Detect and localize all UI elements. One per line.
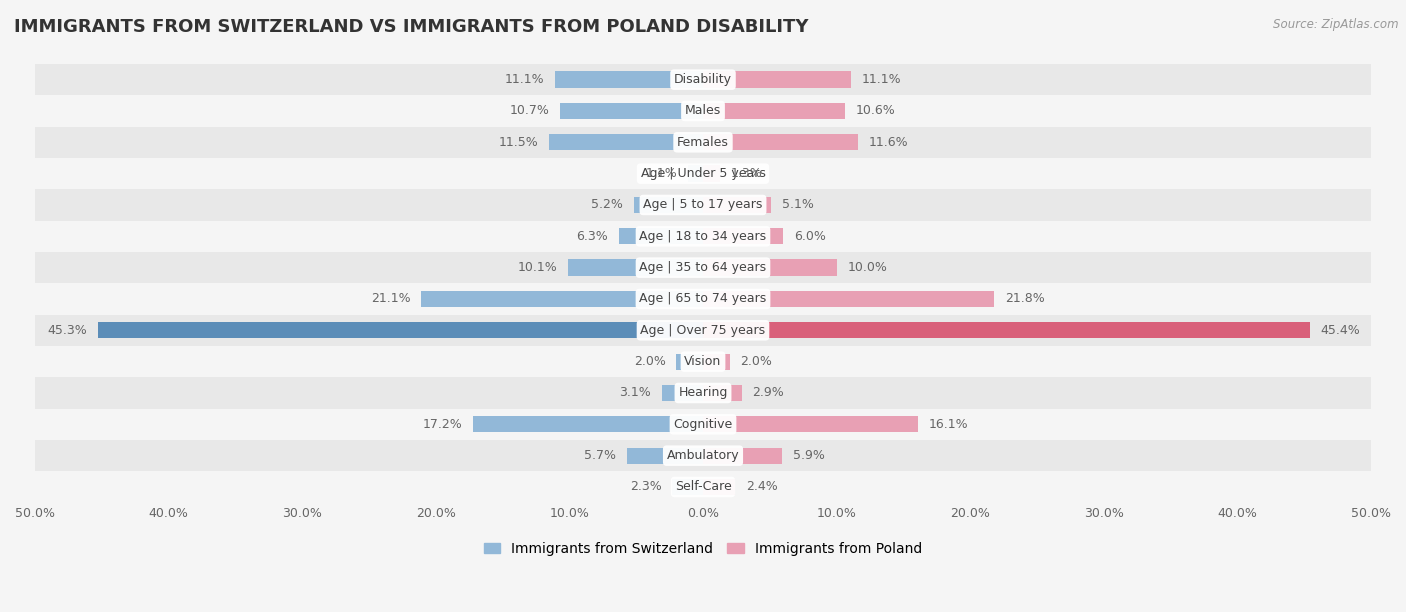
Bar (35, 346, 1371, 378)
Bar (703, 291, 994, 307)
Bar (560, 103, 703, 119)
Legend: Immigrants from Switzerland, Immigrants from Poland: Immigrants from Switzerland, Immigrants … (478, 536, 928, 562)
Text: 5.2%: 5.2% (591, 198, 623, 212)
Bar (35, 252, 1371, 283)
Bar (703, 385, 742, 401)
Text: Ambulatory: Ambulatory (666, 449, 740, 462)
Text: 1.1%: 1.1% (645, 167, 678, 180)
Bar (98, 322, 703, 338)
Text: 11.1%: 11.1% (862, 73, 901, 86)
Bar (35, 315, 1371, 346)
Text: 10.0%: 10.0% (848, 261, 887, 274)
Bar (35, 158, 1371, 189)
Text: 5.9%: 5.9% (793, 449, 824, 462)
Bar (35, 440, 1371, 471)
Bar (555, 72, 703, 88)
Text: 6.0%: 6.0% (794, 230, 825, 243)
Text: 2.4%: 2.4% (745, 480, 778, 493)
Text: 6.3%: 6.3% (576, 230, 609, 243)
Bar (35, 64, 1371, 95)
Text: 5.1%: 5.1% (782, 198, 814, 212)
Text: Disability: Disability (673, 73, 733, 86)
Text: 3.1%: 3.1% (619, 387, 651, 400)
Text: 2.0%: 2.0% (741, 355, 772, 368)
Bar (627, 447, 703, 464)
Text: Age | Under 5 years: Age | Under 5 years (641, 167, 765, 180)
Text: 45.3%: 45.3% (48, 324, 87, 337)
Bar (703, 354, 730, 370)
Bar (568, 259, 703, 276)
Bar (35, 283, 1371, 315)
Text: Vision: Vision (685, 355, 721, 368)
Bar (703, 259, 837, 276)
Bar (703, 134, 858, 151)
Text: 17.2%: 17.2% (423, 418, 463, 431)
Text: Age | Over 75 years: Age | Over 75 years (641, 324, 765, 337)
Bar (35, 95, 1371, 127)
Text: Age | 18 to 34 years: Age | 18 to 34 years (640, 230, 766, 243)
Bar (703, 479, 735, 495)
Bar (619, 228, 703, 244)
Text: 11.6%: 11.6% (869, 136, 908, 149)
Text: 21.1%: 21.1% (371, 293, 411, 305)
Bar (703, 322, 1309, 338)
Bar (35, 189, 1371, 221)
Bar (703, 103, 845, 119)
Text: Females: Females (678, 136, 728, 149)
Bar (703, 416, 918, 433)
Text: 5.7%: 5.7% (583, 449, 616, 462)
Bar (703, 447, 782, 464)
Text: Cognitive: Cognitive (673, 418, 733, 431)
Bar (703, 165, 720, 182)
Bar (35, 471, 1371, 502)
Text: 2.0%: 2.0% (634, 355, 665, 368)
Bar (422, 291, 703, 307)
Bar (634, 197, 703, 213)
Text: 10.1%: 10.1% (517, 261, 557, 274)
Text: 10.7%: 10.7% (509, 105, 550, 118)
Bar (35, 378, 1371, 409)
Bar (703, 197, 770, 213)
Text: Source: ZipAtlas.com: Source: ZipAtlas.com (1274, 18, 1399, 31)
Bar (703, 228, 783, 244)
Bar (672, 479, 703, 495)
Text: 11.1%: 11.1% (505, 73, 544, 86)
Bar (35, 221, 1371, 252)
Text: Hearing: Hearing (678, 387, 728, 400)
Text: 45.4%: 45.4% (1320, 324, 1360, 337)
Text: 1.3%: 1.3% (731, 167, 763, 180)
Bar (35, 127, 1371, 158)
Text: Males: Males (685, 105, 721, 118)
Text: Self-Care: Self-Care (675, 480, 731, 493)
Bar (474, 416, 703, 433)
Text: 2.9%: 2.9% (752, 387, 785, 400)
Bar (676, 354, 703, 370)
Text: Age | 5 to 17 years: Age | 5 to 17 years (644, 198, 762, 212)
Text: 11.5%: 11.5% (499, 136, 538, 149)
Text: 21.8%: 21.8% (1005, 293, 1045, 305)
Text: IMMIGRANTS FROM SWITZERLAND VS IMMIGRANTS FROM POLAND DISABILITY: IMMIGRANTS FROM SWITZERLAND VS IMMIGRANT… (14, 18, 808, 36)
Bar (662, 385, 703, 401)
Text: 2.3%: 2.3% (630, 480, 662, 493)
Text: Age | 65 to 74 years: Age | 65 to 74 years (640, 293, 766, 305)
Bar (703, 72, 851, 88)
Bar (550, 134, 703, 151)
Bar (35, 409, 1371, 440)
Bar (689, 165, 703, 182)
Text: Age | 35 to 64 years: Age | 35 to 64 years (640, 261, 766, 274)
Text: 10.6%: 10.6% (855, 105, 896, 118)
Text: 16.1%: 16.1% (929, 418, 969, 431)
